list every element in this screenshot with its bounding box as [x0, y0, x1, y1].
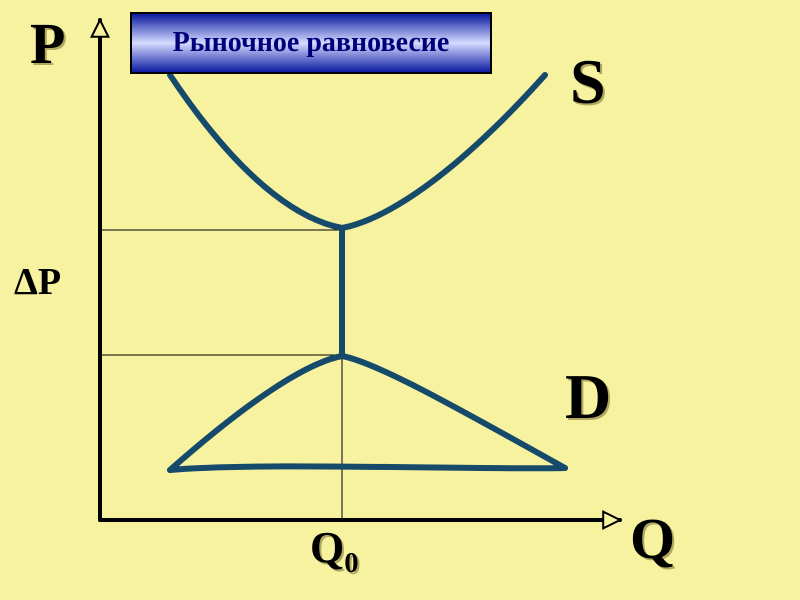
axis-label-q: Q [630, 505, 675, 572]
q0-label: Q0 [310, 522, 359, 580]
axis-label-p: P [30, 10, 65, 77]
chart-canvas: Рыночное равновесие P Q S D Q0 ΔP [0, 0, 800, 600]
curve-label-d: D [565, 360, 611, 434]
chart-svg [0, 0, 800, 600]
delta-p-label: ΔP [14, 260, 61, 304]
chart-title: Рыночное равновесие [130, 12, 492, 74]
curve-label-s: S [570, 45, 606, 119]
